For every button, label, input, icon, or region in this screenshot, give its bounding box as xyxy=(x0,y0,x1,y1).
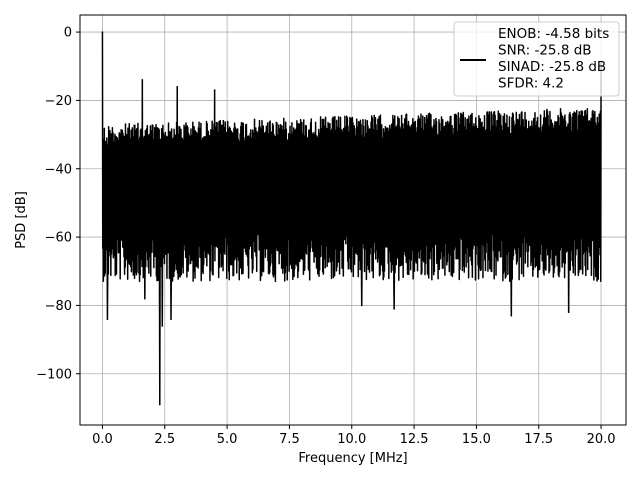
legend-box xyxy=(453,21,620,97)
y-tick-label: −80 xyxy=(45,299,72,314)
y-tick-label: −20 xyxy=(45,94,72,109)
psd-dip-point xyxy=(158,403,161,406)
x-tick-label: 0.0 xyxy=(92,432,113,447)
psd-dip-point xyxy=(393,308,395,310)
x-tick-label: 17.5 xyxy=(524,432,553,447)
psd-dip-point xyxy=(106,318,109,320)
legend-entry: SFDR: 4.2 xyxy=(498,76,564,92)
legend-entry: SINAD: -25.8 dB xyxy=(498,59,606,75)
psd-series-line xyxy=(101,32,602,406)
y-tick-label: −40 xyxy=(45,162,72,177)
axes-frame xyxy=(79,14,627,426)
plot-border xyxy=(79,14,627,426)
psd-dip-point xyxy=(567,311,570,314)
legend-entry: SNR: -25.8 dB xyxy=(498,43,592,59)
y-axis-label: PSD [dB] xyxy=(14,191,29,249)
y-tick-label: −60 xyxy=(45,231,72,246)
y-tick-label: −100 xyxy=(36,367,72,382)
x-tick-label: 10.0 xyxy=(337,432,366,447)
psd-peak-point xyxy=(213,89,216,91)
x-axis-label: Frequency [MHz] xyxy=(298,451,407,466)
x-tick-label: 15.0 xyxy=(462,432,491,447)
psd-dip-point xyxy=(510,314,513,317)
ticks: 0.0 2.5 5.0 7.5 10.0 12.5 15.0 17.5 20.0 0 −20 −40 −… xyxy=(36,26,615,447)
psd-dip-point xyxy=(360,304,363,307)
x-tick-label: 2.5 xyxy=(154,432,175,447)
legend-entry: ENOB: -4.58 bits xyxy=(498,26,609,42)
psd-dip-point xyxy=(170,318,172,320)
psd-peak-point xyxy=(176,85,179,88)
x-tick-label: 12.5 xyxy=(400,432,429,447)
x-tick-label: 7.5 xyxy=(279,432,300,447)
y-tick-label: 0 xyxy=(64,26,72,41)
x-tick-label: 20.0 xyxy=(587,432,616,447)
psd-peak-point xyxy=(141,79,144,81)
psd-dip-point xyxy=(161,325,164,327)
x-tick-label: 5.0 xyxy=(217,432,238,447)
psd-dip-point xyxy=(144,297,146,300)
psd-peak-point xyxy=(101,31,104,33)
